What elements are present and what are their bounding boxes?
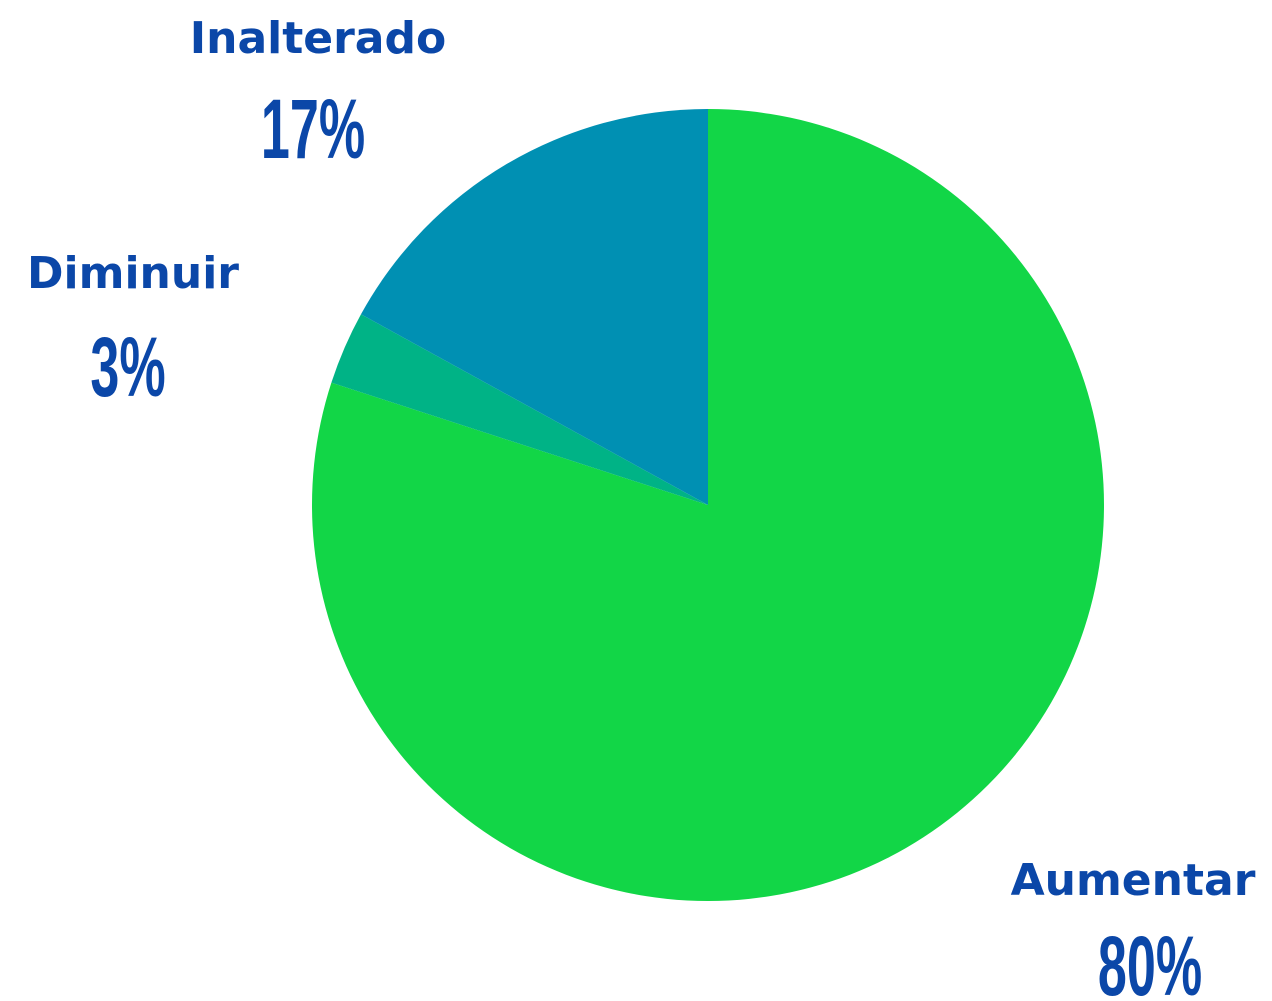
- slice-value-label: 17%: [261, 82, 365, 176]
- slice-value-label: 80%: [1098, 919, 1202, 1001]
- pie-slice: [331, 314, 708, 505]
- pie-slice: [360, 109, 708, 505]
- slice-label: Diminuir: [27, 248, 239, 299]
- slice-label: Aumentar: [1011, 855, 1256, 906]
- slice-label: Inalterado: [190, 13, 446, 64]
- pie-slice: [312, 109, 1104, 902]
- slice-value-label: 3%: [90, 320, 165, 414]
